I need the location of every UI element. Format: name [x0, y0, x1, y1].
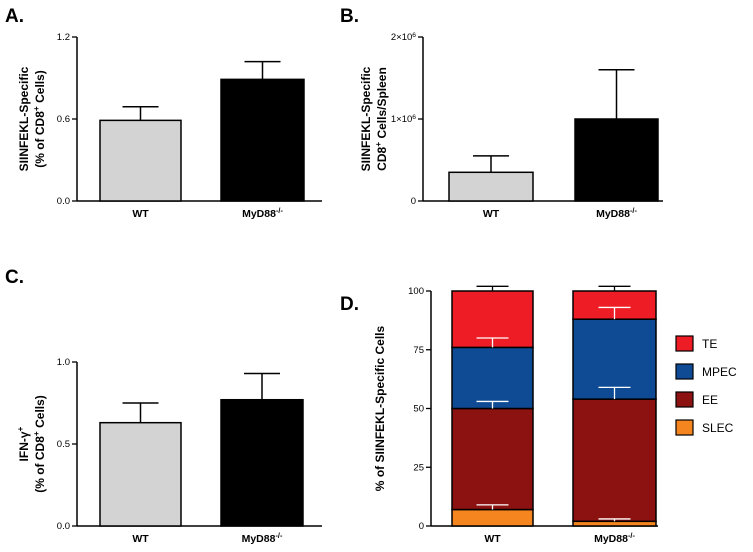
panel-2: B. 0 1×106 2×106 SIINFEKL-Specific CD8+ Cells…	[340, 6, 663, 220]
stack-segment-slec	[451, 508, 534, 527]
y-axis-label: (% of CD8+ Cells)	[31, 70, 47, 168]
legend-swatch-te	[675, 335, 694, 352]
x-category-label: MyD88-/-	[242, 531, 283, 546]
bar	[99, 119, 182, 202]
y-axis-label: (% of CD8+ Cells)	[31, 395, 47, 493]
legend-swatch-mpec	[675, 363, 694, 380]
y-tick-label: 0.6	[57, 114, 70, 125]
stack-segment-ee	[572, 398, 657, 523]
x-category-label: MyD88-/-	[596, 206, 637, 221]
y-tick-label: 75	[413, 345, 424, 356]
bar	[99, 421, 182, 527]
y-tick-label: 0	[411, 196, 416, 207]
x-category-label: MyD88-/-	[594, 531, 635, 546]
legend-label: SLEC	[702, 421, 734, 435]
x-category-label: WT	[132, 533, 149, 545]
legend-label: TE	[702, 337, 717, 351]
legend-label: EE	[702, 393, 718, 407]
legend-swatch-ee	[675, 391, 694, 408]
panel-3: C. 0.0 0.5 1.0 IFN-γ+(% of CD8+ Cells) WT MyD8…	[5, 267, 322, 545]
y-tick-label: 50	[413, 404, 424, 415]
y-tick-label: 0.0	[57, 521, 70, 532]
panel-4: D. 0 25 50 75 100 % of SIINFEKL-Specific Cells…	[340, 285, 737, 546]
bar	[574, 118, 659, 202]
panel-letter: D.	[340, 294, 359, 315]
y-axis-label: CD8+ Cells/Spleen	[373, 67, 389, 171]
panel-1: A. 0.0 0.6 1.2 SIINFEKL-Specific (% of CD8+ C…	[5, 6, 322, 220]
y-axis-label: % of SIINFEKL-Specific Cells	[373, 325, 387, 491]
bar	[220, 398, 304, 527]
legend-label: MPEC	[702, 365, 737, 379]
y-tick-label: 100	[408, 286, 424, 297]
panel-letter: C.	[5, 267, 24, 288]
stack-segment-mpec	[451, 346, 534, 410]
y-tick-label: 1×106	[391, 114, 416, 126]
bar	[448, 171, 534, 202]
panel-letter: A.	[5, 6, 24, 27]
panel-letter: B.	[340, 6, 359, 27]
y-tick-label: 2×106	[391, 32, 416, 44]
legend-swatch-slec	[675, 419, 694, 436]
x-category-label: WT	[132, 208, 149, 220]
x-category-label: WT	[483, 208, 500, 220]
bar	[220, 78, 305, 202]
y-tick-label: 1.0	[57, 357, 70, 368]
y-tick-label: 0	[419, 521, 424, 532]
x-category-label: WT	[484, 533, 501, 545]
x-category-label: MyD88-/-	[242, 206, 283, 221]
stack-segment-ee	[451, 407, 534, 511]
y-tick-label: 0.5	[57, 439, 70, 450]
y-tick-label: 0.0	[57, 196, 70, 207]
y-tick-label: 1.2	[57, 32, 70, 43]
y-tick-label: 25	[413, 462, 424, 473]
y-axis-label: SIINFEKL-Specific	[359, 66, 373, 171]
y-axis-label: IFN-γ+	[15, 426, 31, 461]
y-axis-label: SIINFEKL-Specific	[17, 66, 31, 171]
